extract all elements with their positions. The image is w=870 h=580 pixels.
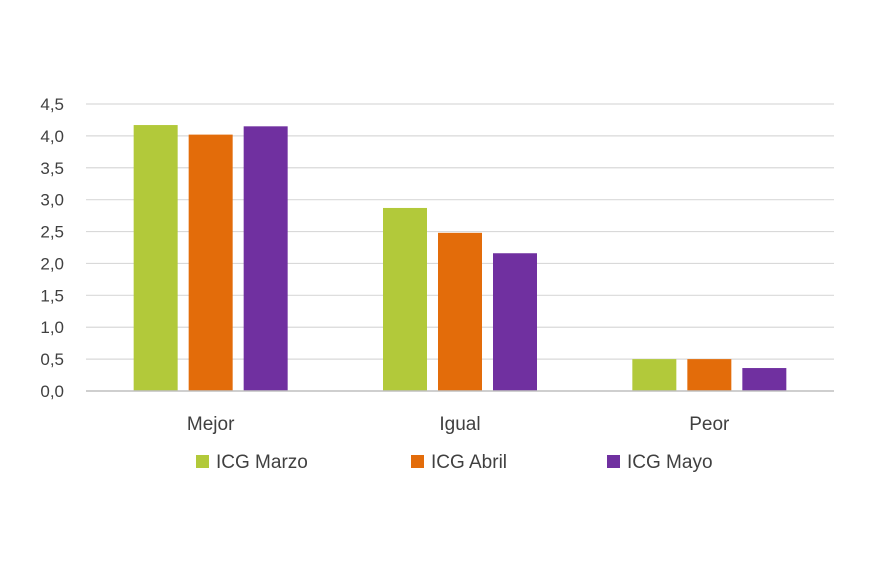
bar-icg-abril-igual bbox=[438, 232, 482, 391]
y-tick-label: 3,0 bbox=[40, 191, 64, 210]
category-label: Peor bbox=[689, 414, 730, 435]
bar-icg-marzo-igual bbox=[383, 207, 427, 391]
y-tick-label: 4,0 bbox=[40, 127, 64, 146]
bar-icg-marzo-peor bbox=[632, 359, 677, 391]
legend-label: ICG Mayo bbox=[627, 452, 713, 473]
category-label: Igual bbox=[439, 414, 480, 435]
category-labels: Mejor Igual Peor bbox=[187, 414, 730, 435]
y-tick-label: 3,5 bbox=[40, 159, 64, 178]
y-tick-label: 1,0 bbox=[40, 318, 64, 337]
category-label: Mejor bbox=[187, 414, 235, 435]
y-tick-label: 2,5 bbox=[40, 223, 64, 242]
legend: ICG Marzo ICG Abril ICG Mayo bbox=[196, 452, 713, 473]
bar-icg-abril-peor bbox=[687, 359, 732, 391]
bar-icg-mayo-mejor bbox=[243, 126, 288, 392]
bars bbox=[133, 125, 787, 392]
bar-icg-mayo-igual bbox=[493, 253, 537, 391]
legend-swatch bbox=[607, 455, 620, 468]
bar-icg-mayo-peor bbox=[742, 368, 787, 391]
y-tick-label: 2,0 bbox=[40, 254, 64, 273]
y-tick-label: 0,5 bbox=[40, 350, 64, 369]
bar-icg-abril-mejor bbox=[188, 134, 233, 391]
y-tick-label: 1,5 bbox=[40, 286, 64, 305]
legend-swatch bbox=[411, 455, 424, 468]
y-axis-ticks: 0,0 0,5 1,0 1,5 2,0 2,5 3,0 3,5 4,0 4,5 bbox=[40, 95, 64, 401]
legend-label: ICG Marzo bbox=[216, 452, 308, 473]
y-tick-label: 4,5 bbox=[40, 95, 64, 114]
y-tick-label: 0,0 bbox=[40, 382, 64, 401]
legend-swatch bbox=[196, 455, 209, 468]
legend-label: ICG Abril bbox=[431, 452, 507, 473]
bar-icg-marzo-mejor bbox=[133, 125, 178, 392]
